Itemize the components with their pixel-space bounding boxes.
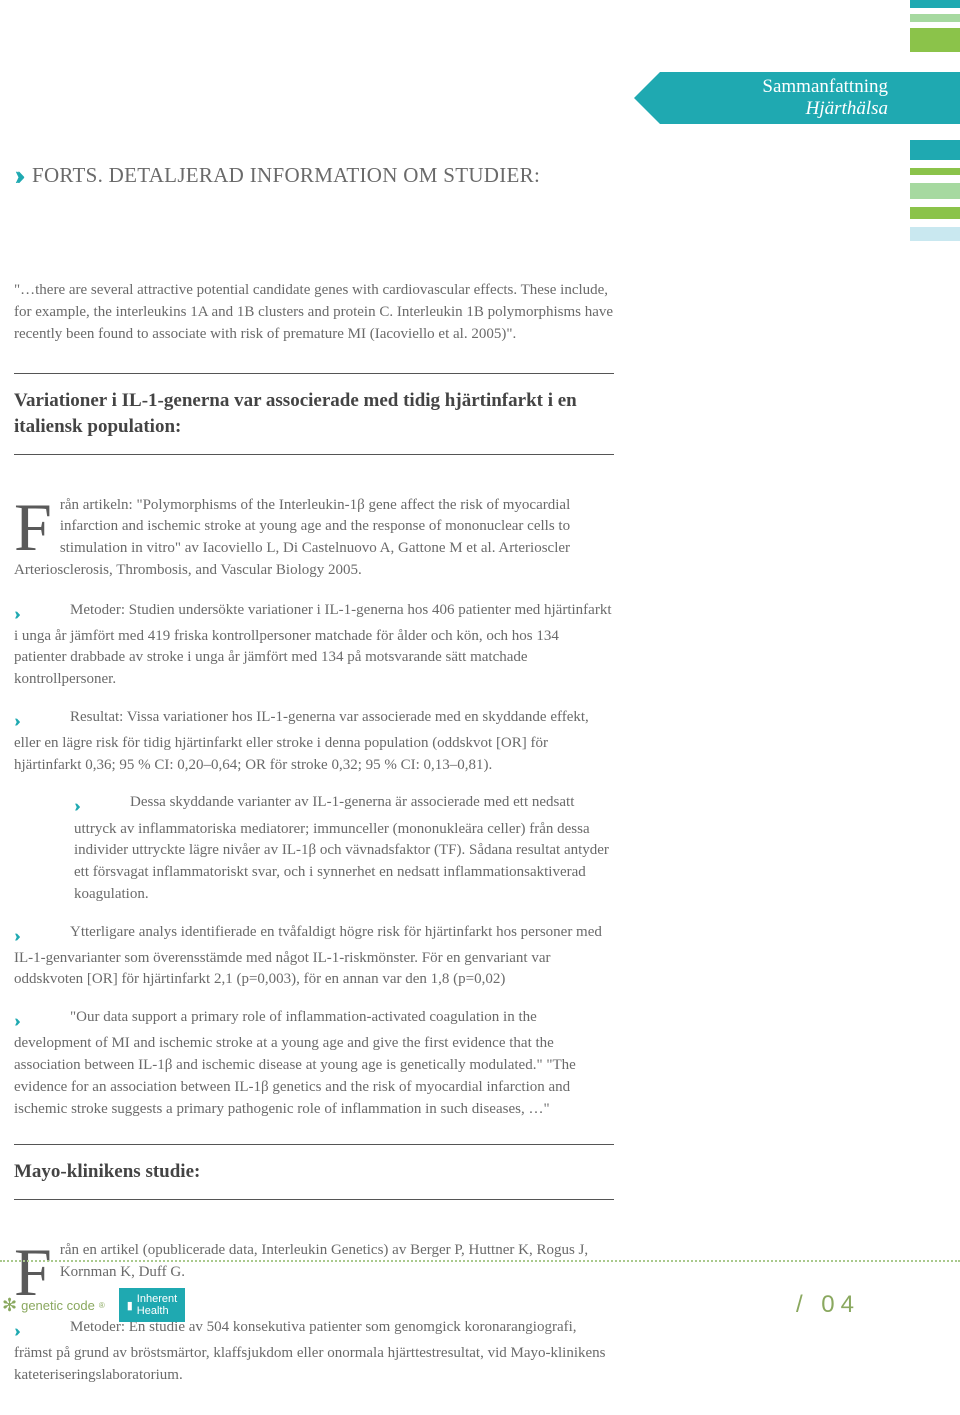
chevron-icon: ›› [14,1007,70,1033]
section-header: ›› FORTS. DETALJERAD INFORMATION OM STUD… [14,160,614,190]
chevron-icon: ›› [74,792,130,818]
intro-paragraph: "…there are several attractive potential… [14,280,614,345]
study1-p2: ››Resultat: Vissa variationer hos IL-1-g… [14,707,614,777]
chevron-icon: ›› [14,707,70,733]
study1-p5: ››"Our data support a primary role of in… [14,1007,614,1120]
summary-tag: Sammanfattning Hjärthälsa [660,72,960,124]
study1-article: Från artikeln: "Polymorphisms of the Int… [14,495,614,582]
dropcap-F: F [14,495,60,557]
chevron-icon: ›› [14,600,70,626]
tag-subtitle: Hjärthälsa [806,98,888,120]
page-number: / 04 [796,1291,860,1319]
study1-p3: ››Dessa skyddande varianter av IL-1-gene… [14,792,614,905]
study2-title: Mayo-klinikens studie: [14,1144,614,1200]
bar-icon: ▮ [127,1299,133,1312]
study1-p1: ››Metoder: Studien undersökte variatione… [14,600,614,691]
study1-title: Variationer i IL-1-generna var associera… [14,373,614,454]
footer: ✻ genetic code® ▮ InherentHealth / 04 [0,1290,960,1320]
study2-p1: ››Metoder: En studie av 504 konsekutiva … [14,1317,614,1387]
chevron-icon: ›› [14,922,70,948]
footer-divider [0,1260,960,1262]
chevron-icon: ›› [14,1317,70,1343]
logo-genetic-code: ✻ genetic code® [2,1295,105,1316]
burst-icon: ✻ [2,1295,17,1316]
main-content: ›› FORTS. DETALJERAD INFORMATION OM STUD… [14,160,614,1403]
section-title: FORTS. DETALJERAD INFORMATION OM STUDIER… [32,163,540,188]
tag-title: Sammanfattning [762,76,888,98]
decorative-bars-top [910,0,960,58]
study1-p4: ››Ytterligare analys identifierade en tv… [14,922,614,992]
logo-inherent-health: ▮ InherentHealth [119,1288,185,1322]
decorative-bars-mid [910,140,960,249]
chevron-icon: ›› [14,160,18,190]
